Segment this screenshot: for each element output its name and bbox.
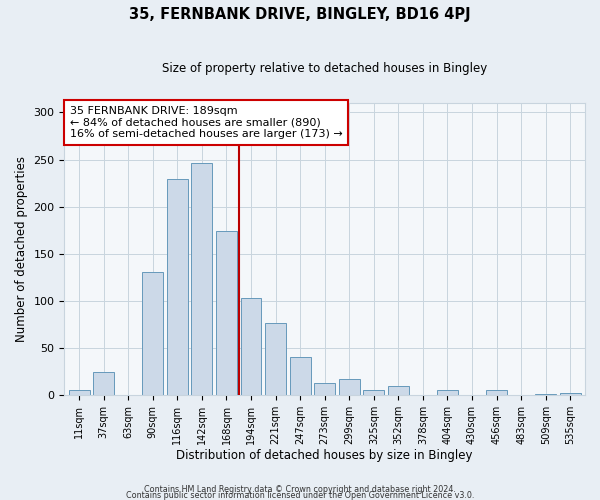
Y-axis label: Number of detached properties: Number of detached properties (15, 156, 28, 342)
Bar (560, 393, 581, 395)
Bar (486, 390, 507, 395)
Text: Contains HM Land Registry data © Crown copyright and database right 2024.: Contains HM Land Registry data © Crown c… (144, 484, 456, 494)
Bar (93, 372, 114, 395)
Bar (241, 298, 262, 395)
Bar (388, 386, 409, 395)
Text: Contains public sector information licensed under the Open Government Licence v3: Contains public sector information licen… (126, 490, 474, 500)
Bar (69, 390, 89, 395)
Bar (339, 379, 359, 395)
Bar (167, 180, 188, 395)
Bar (364, 390, 384, 395)
Bar (437, 390, 458, 395)
Bar (314, 382, 335, 395)
Title: Size of property relative to detached houses in Bingley: Size of property relative to detached ho… (162, 62, 487, 76)
X-axis label: Distribution of detached houses by size in Bingley: Distribution of detached houses by size … (176, 450, 473, 462)
Bar (290, 357, 311, 395)
Text: 35 FERNBANK DRIVE: 189sqm
← 84% of detached houses are smaller (890)
16% of semi: 35 FERNBANK DRIVE: 189sqm ← 84% of detac… (70, 106, 343, 139)
Bar (216, 231, 237, 395)
Bar (142, 272, 163, 395)
Bar (265, 324, 286, 395)
Bar (191, 164, 212, 395)
Text: 35, FERNBANK DRIVE, BINGLEY, BD16 4PJ: 35, FERNBANK DRIVE, BINGLEY, BD16 4PJ (129, 8, 471, 22)
Bar (535, 394, 556, 395)
